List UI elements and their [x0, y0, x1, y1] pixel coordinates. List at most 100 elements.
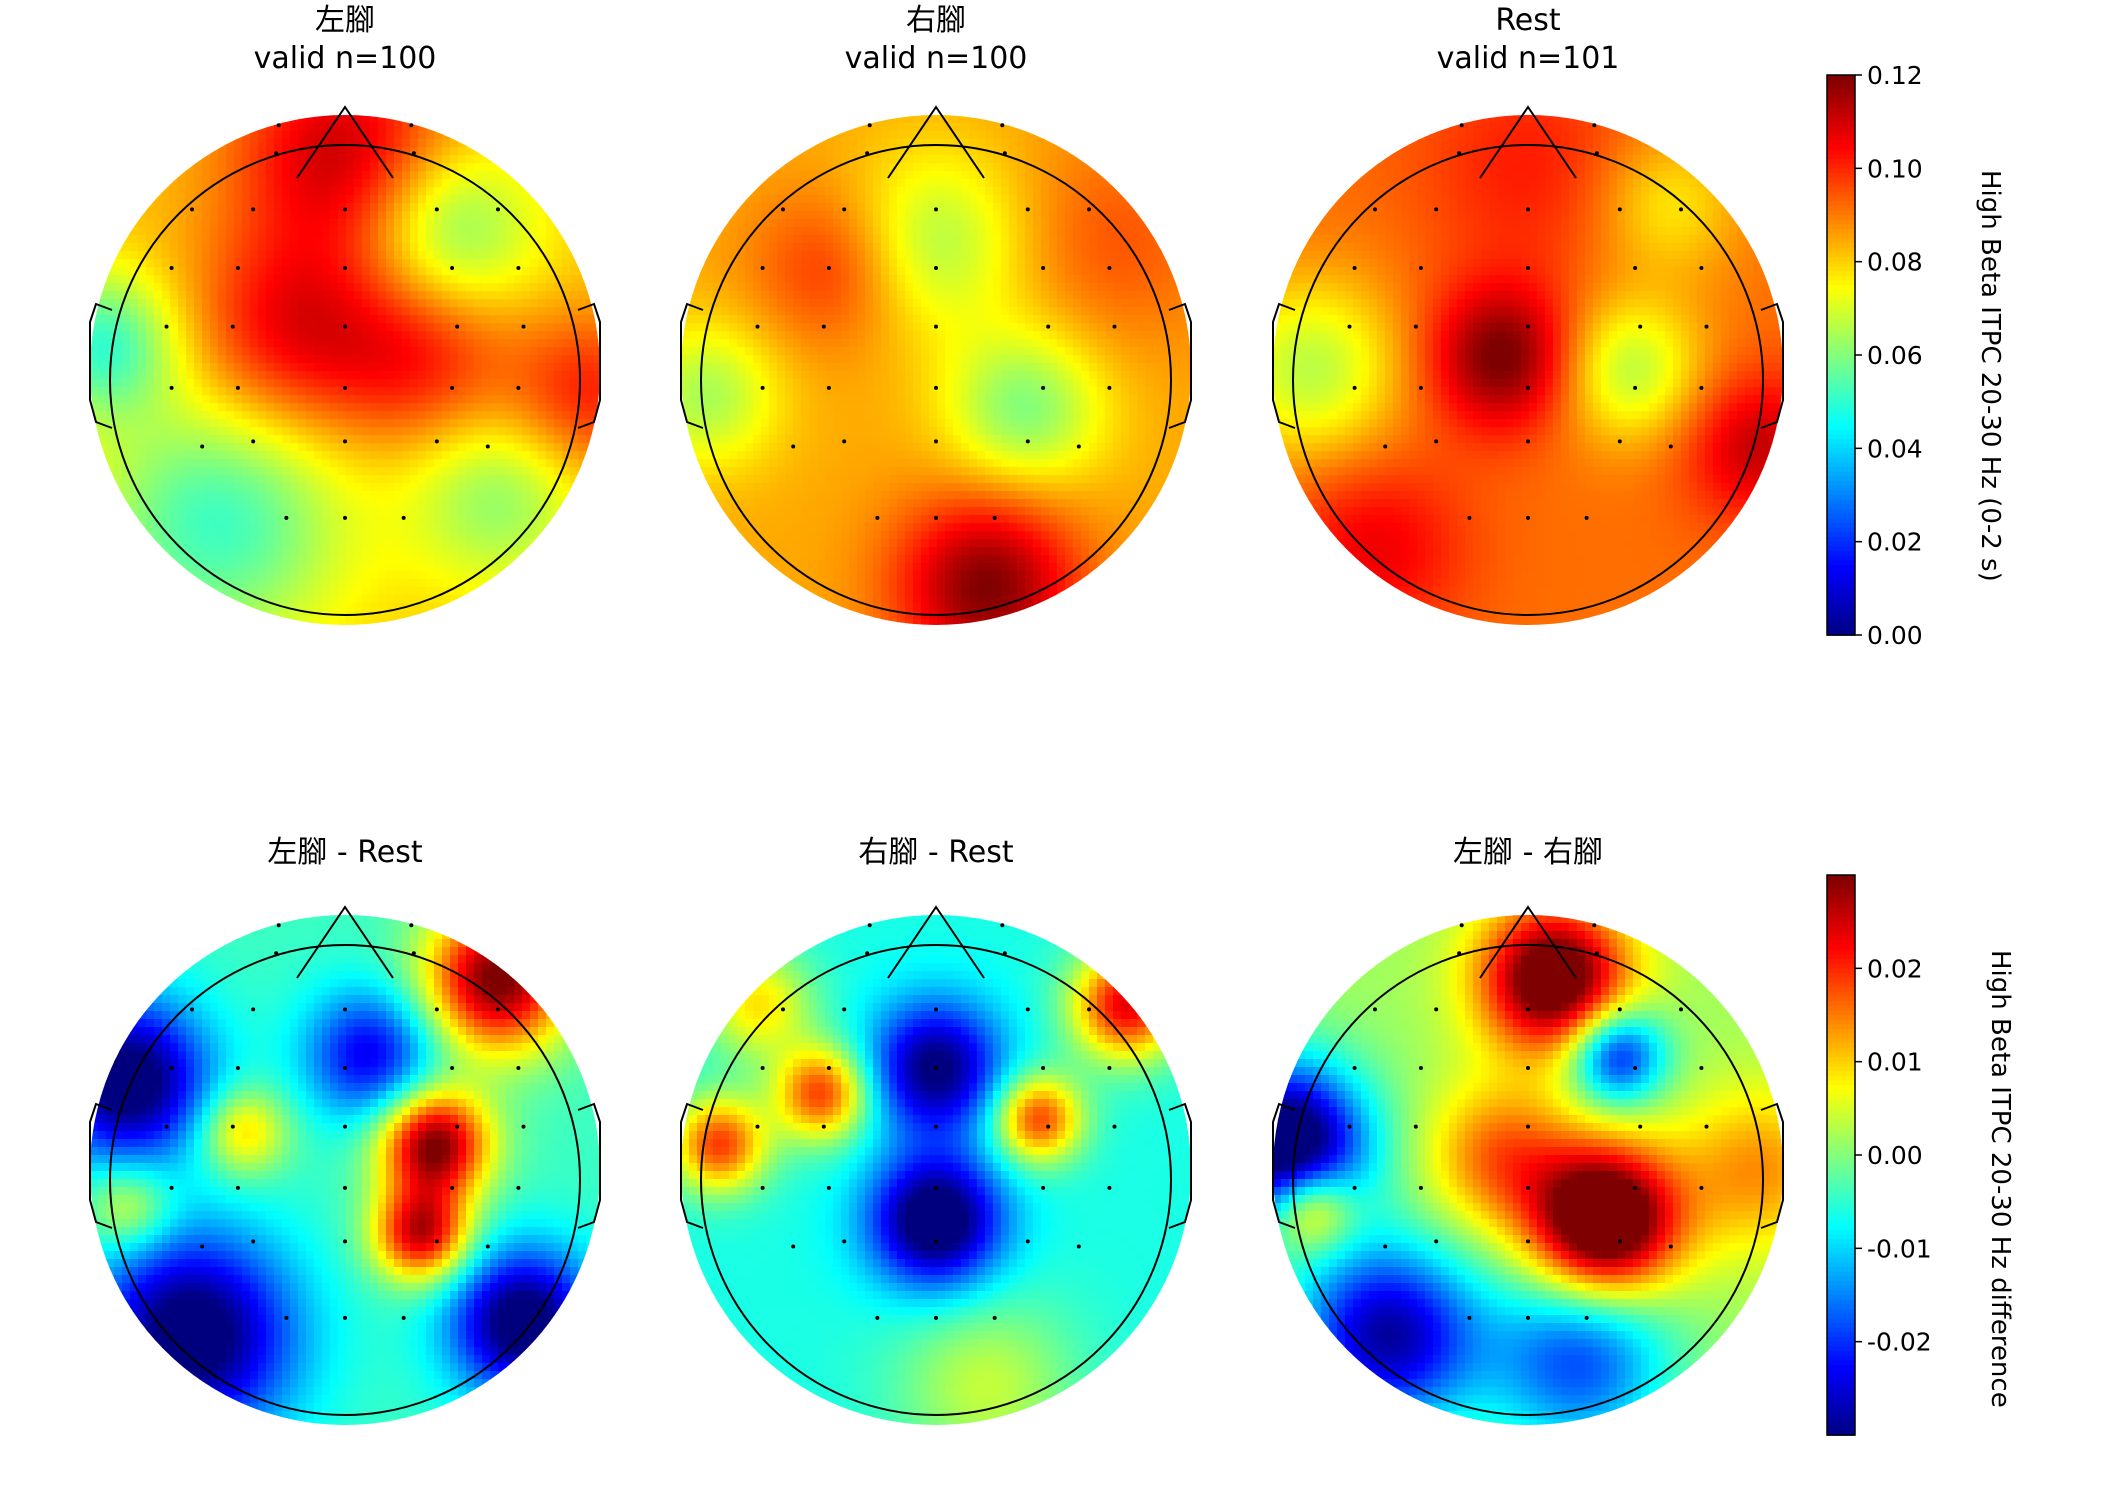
electrode-marker	[276, 923, 281, 928]
colorbar-segment	[1827, 322, 1855, 328]
electrode-marker	[867, 123, 872, 128]
colorbar-segment	[1827, 201, 1855, 207]
electrode-marker	[934, 1124, 938, 1129]
electrode-marker	[343, 515, 347, 520]
electrode-marker	[230, 1124, 235, 1129]
electrode-marker	[1352, 1185, 1357, 1190]
colorbar-segment	[1827, 453, 1855, 459]
colorbar-segment	[1827, 504, 1855, 510]
colorbar-segment	[1827, 1155, 1855, 1161]
colorbar-segment	[1827, 84, 1855, 90]
electrode-marker	[1526, 1315, 1530, 1320]
colorbar-segment	[1827, 884, 1855, 890]
colorbar-segment	[1827, 1192, 1855, 1198]
colorbar-segment	[1827, 1215, 1855, 1222]
colorbar-segment	[1827, 163, 1855, 170]
electrode-marker	[791, 1244, 796, 1249]
electrode-marker	[1526, 1124, 1530, 1129]
colorbar-segment	[1827, 1043, 1855, 1049]
colorbar-segment	[1827, 1024, 1855, 1030]
topomap-svg	[89, 105, 601, 625]
colorbar-segment	[1827, 1281, 1855, 1287]
topomap-field	[1273, 115, 1783, 625]
electrode-marker	[1107, 1066, 1112, 1070]
electrode-marker	[1526, 385, 1530, 390]
colorbar-segment	[1827, 1122, 1855, 1128]
colorbar-segment	[1827, 1351, 1855, 1357]
colorbar-segment	[1827, 541, 1855, 548]
electrode-marker	[1584, 515, 1589, 520]
electrode-marker	[251, 439, 256, 444]
colorbar-segment	[1827, 889, 1855, 895]
colorbar-segment	[1827, 987, 1855, 993]
electrode-marker	[1699, 1066, 1704, 1070]
electrode-marker	[992, 1315, 997, 1320]
colorbar-segment	[1827, 907, 1855, 914]
colorbar-segment	[1827, 963, 1855, 970]
colorbar-segment	[1827, 476, 1855, 482]
electrode-marker	[169, 266, 174, 270]
colorbar-tick-label: 0.06	[1867, 341, 1923, 370]
electrode-marker	[411, 951, 416, 956]
colorbar-segment	[1827, 331, 1855, 338]
colorbar-segment	[1827, 499, 1855, 506]
colorbar-segment	[1827, 607, 1855, 613]
electrode-marker	[284, 515, 289, 520]
colorbar-segment	[1827, 1075, 1855, 1082]
nose-outline	[1479, 105, 1577, 179]
right-ear-outline	[1760, 302, 1784, 429]
colorbar-segment	[1827, 1061, 1855, 1068]
colorbar-segment	[1827, 1416, 1855, 1422]
colorbar-segment	[1827, 294, 1855, 300]
colorbar-segment	[1827, 991, 1855, 998]
colorbar-segment	[1827, 369, 1855, 375]
colorbar-segment	[1827, 509, 1855, 515]
colorbar-segment	[1827, 602, 1855, 608]
electrode-marker	[865, 951, 870, 956]
electrode-marker	[1087, 1007, 1091, 1012]
panel-title-line1: 右腳	[676, 2, 1196, 40]
colorbar-segment	[1827, 457, 1855, 464]
colorbar-top: 0.00 0.02 0.04 0.06 0.08 0.10 0.12 High Beta I…	[1825, 60, 2025, 660]
electrode-marker	[934, 1315, 938, 1320]
colorbar-tick-label: 0.02	[1867, 954, 1923, 983]
colorbar-segment	[1827, 1089, 1855, 1096]
colorbar-segment	[1827, 921, 1855, 928]
colorbar-segment	[1827, 1117, 1855, 1124]
colorbar-segment	[1827, 243, 1855, 249]
electrode-marker	[190, 1007, 194, 1012]
colorbar-segment	[1827, 1402, 1855, 1408]
colorbar-segment	[1827, 1323, 1855, 1329]
colorbar-segment	[1827, 373, 1855, 380]
colorbar-tick-label: 0.10	[1867, 154, 1923, 183]
colorbar-segment	[1827, 439, 1855, 445]
head-outline	[1292, 144, 1764, 616]
colorbar-segment	[1827, 1127, 1855, 1133]
colorbar-segment	[1827, 1005, 1855, 1012]
electrode-marker	[251, 1239, 256, 1244]
colorbar-segment	[1827, 98, 1855, 104]
colorbar-segment	[1827, 1019, 1855, 1026]
topomap-field	[1273, 915, 1783, 1425]
electrode-marker	[274, 951, 279, 956]
colorbar-segment	[1827, 187, 1855, 193]
colorbar-segment	[1827, 940, 1855, 946]
electrode-marker	[343, 1124, 347, 1129]
colorbar-segment	[1827, 574, 1855, 580]
colorbar-segment	[1827, 308, 1855, 314]
colorbar-segment	[1827, 406, 1855, 412]
colorbar-tick-label: 0.01	[1867, 1048, 1923, 1077]
electrode-marker	[1467, 515, 1472, 520]
colorbar-segment	[1827, 1145, 1855, 1152]
electrode-marker	[1699, 1185, 1704, 1190]
electrode-marker	[1383, 1244, 1388, 1249]
electrode-marker	[934, 1239, 938, 1244]
electrode-marker	[1617, 439, 1622, 444]
electrode-marker	[1046, 324, 1051, 329]
colorbar-segment	[1827, 159, 1855, 165]
electrode-marker	[1633, 385, 1638, 390]
electrode-marker	[1526, 1185, 1530, 1190]
topomap-left-minus-right-foot: 左腳 - 右腳	[1268, 800, 1788, 1425]
electrode-marker	[826, 385, 831, 390]
electrode-marker	[343, 439, 347, 444]
